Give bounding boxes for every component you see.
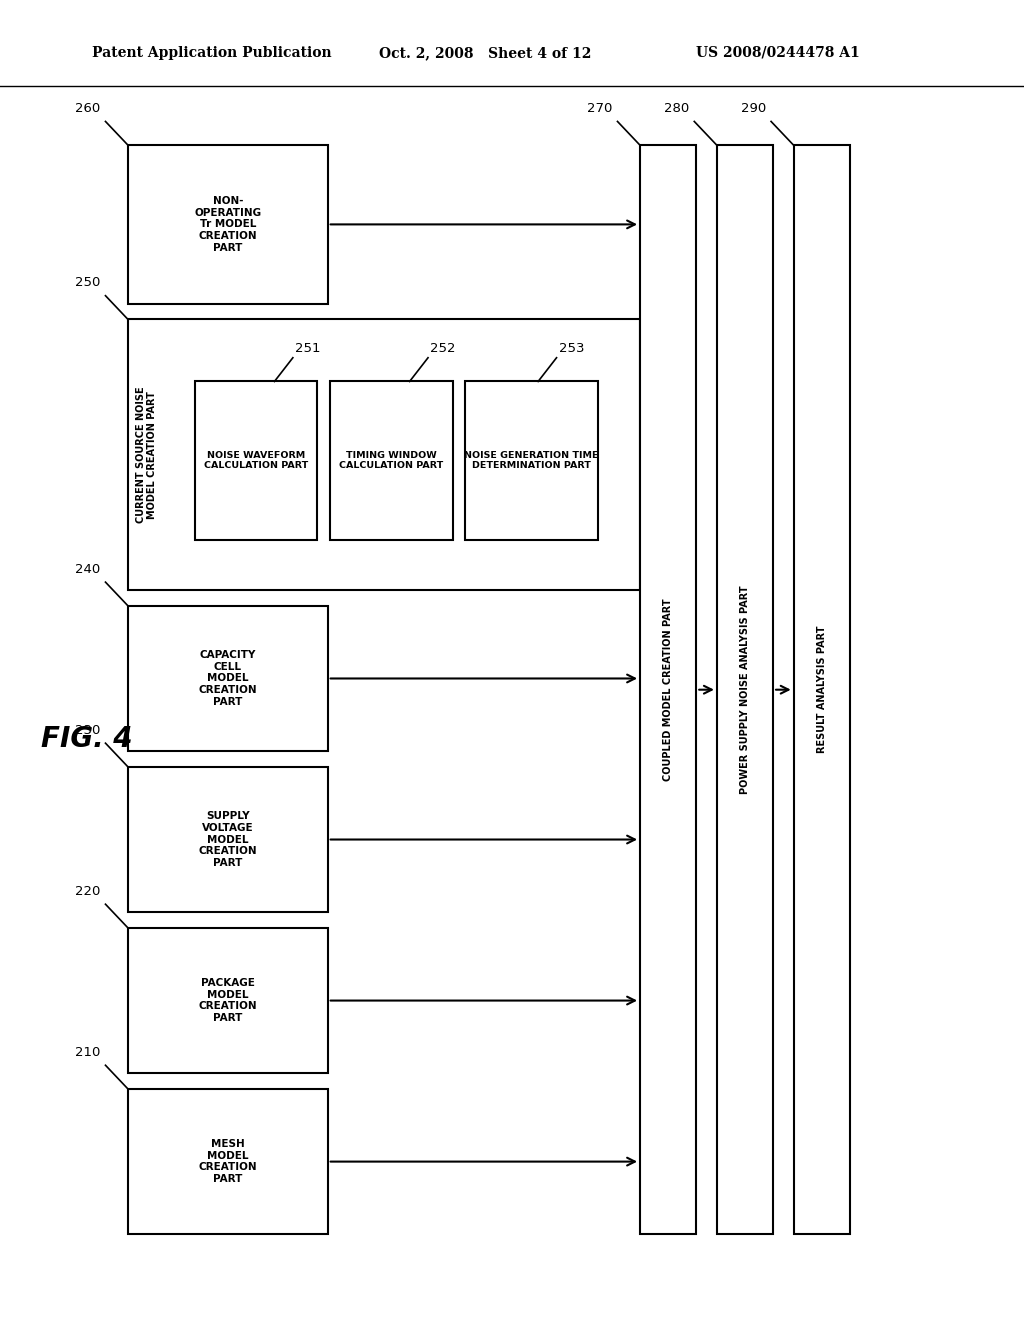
- Text: 253: 253: [559, 342, 584, 355]
- Text: 230: 230: [75, 723, 100, 737]
- Text: NOISE GENERATION TIME
DETERMINATION PART: NOISE GENERATION TIME DETERMINATION PART: [464, 451, 599, 470]
- Bar: [128, 319, 640, 590]
- Text: 270: 270: [587, 102, 612, 115]
- Text: 252: 252: [430, 342, 456, 355]
- Text: NOISE WAVEFORM
CALCULATION PART: NOISE WAVEFORM CALCULATION PART: [204, 451, 308, 470]
- Text: COUPLED MODEL CREATION PART: COUPLED MODEL CREATION PART: [664, 598, 673, 781]
- Text: NON-
OPERATING
Tr MODEL
CREATION
PART: NON- OPERATING Tr MODEL CREATION PART: [195, 197, 261, 252]
- Bar: [640, 145, 696, 1234]
- Bar: [128, 767, 328, 912]
- Text: CAPACITY
CELL
MODEL
CREATION
PART: CAPACITY CELL MODEL CREATION PART: [199, 651, 257, 706]
- Text: FIG. 4: FIG. 4: [41, 725, 132, 754]
- Text: 260: 260: [75, 102, 100, 115]
- Text: 290: 290: [740, 102, 766, 115]
- Text: TIMING WINDOW
CALCULATION PART: TIMING WINDOW CALCULATION PART: [339, 451, 443, 470]
- Text: SUPPLY
VOLTAGE
MODEL
CREATION
PART: SUPPLY VOLTAGE MODEL CREATION PART: [199, 812, 257, 867]
- Text: 280: 280: [664, 102, 689, 115]
- Bar: [794, 145, 850, 1234]
- Text: 251: 251: [295, 342, 321, 355]
- Text: PACKAGE
MODEL
CREATION
PART: PACKAGE MODEL CREATION PART: [199, 978, 257, 1023]
- Text: 220: 220: [75, 884, 100, 898]
- Bar: [465, 381, 598, 540]
- Text: RESULT ANALYSIS PART: RESULT ANALYSIS PART: [817, 626, 826, 754]
- Bar: [128, 606, 328, 751]
- Bar: [128, 928, 328, 1073]
- Bar: [717, 145, 773, 1234]
- Bar: [195, 381, 317, 540]
- Text: CURRENT SOURCE NOISE
MODEL CREATION PART: CURRENT SOURCE NOISE MODEL CREATION PART: [135, 387, 158, 523]
- Text: Patent Application Publication: Patent Application Publication: [92, 46, 332, 59]
- Bar: [128, 1089, 328, 1234]
- Bar: [330, 381, 453, 540]
- Bar: [128, 145, 328, 304]
- Text: MESH
MODEL
CREATION
PART: MESH MODEL CREATION PART: [199, 1139, 257, 1184]
- Text: US 2008/0244478 A1: US 2008/0244478 A1: [696, 46, 860, 59]
- Text: Oct. 2, 2008   Sheet 4 of 12: Oct. 2, 2008 Sheet 4 of 12: [379, 46, 591, 59]
- Text: POWER SUPPLY NOISE ANALYSIS PART: POWER SUPPLY NOISE ANALYSIS PART: [740, 585, 750, 795]
- Text: 210: 210: [75, 1045, 100, 1059]
- Text: 250: 250: [75, 276, 100, 289]
- Text: 240: 240: [75, 562, 100, 576]
